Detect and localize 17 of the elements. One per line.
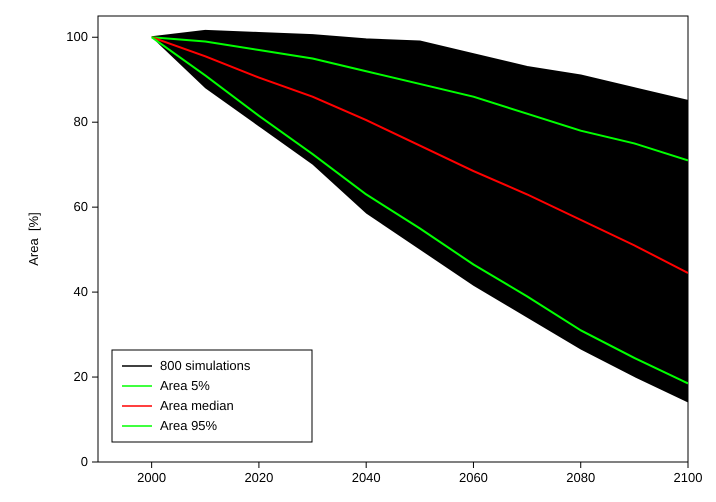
legend-label: Area median	[160, 398, 234, 413]
x-tick-label: 2080	[566, 470, 596, 485]
legend-label: Area 95%	[160, 418, 218, 433]
y-axis-title: Area [%]	[26, 212, 41, 266]
y-tick-label: 20	[74, 369, 88, 384]
y-tick-label: 40	[74, 284, 88, 300]
legend-label: Area 5%	[160, 378, 210, 393]
y-tick-label: 60	[74, 199, 88, 214]
y-tick-label: 100	[66, 29, 88, 44]
x-tick-label: 2020	[244, 470, 274, 485]
x-tick-label: 2040	[352, 470, 381, 485]
x-tick-label: 2060	[458, 470, 488, 485]
y-tick-label: 80	[74, 114, 88, 130]
y-tick-label: 0	[80, 454, 88, 469]
x-tick-label: 2000	[137, 470, 166, 485]
x-tick-label: 2100	[674, 470, 702, 485]
legend-label: 800 simulations	[160, 358, 251, 373]
